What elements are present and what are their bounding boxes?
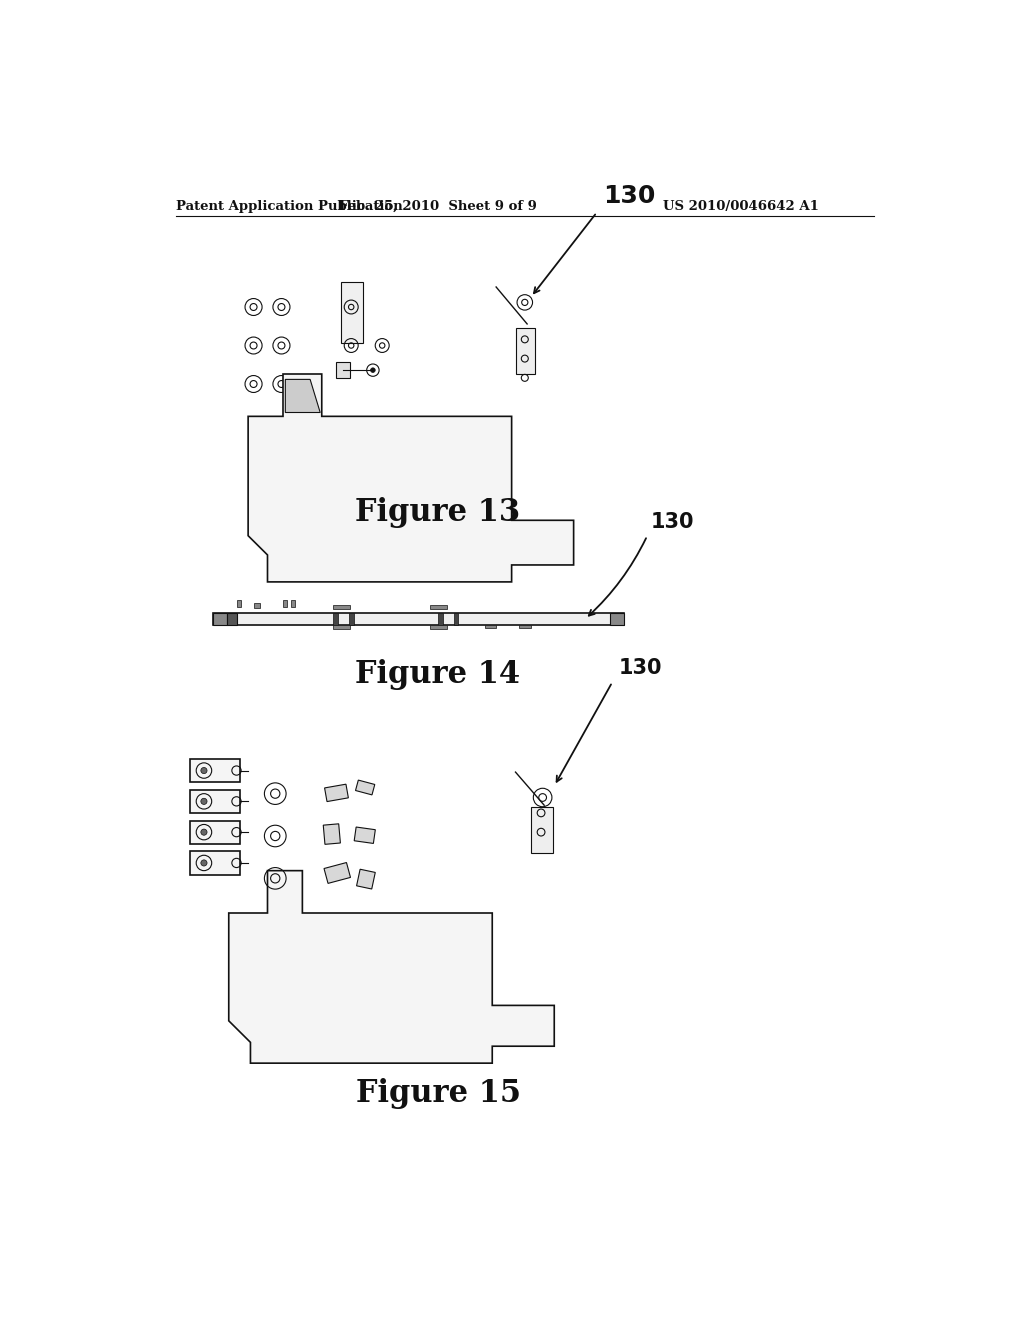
- Bar: [515, 327, 535, 374]
- Bar: [334, 626, 350, 628]
- Bar: [283, 601, 287, 607]
- Text: Figure 13: Figure 13: [355, 498, 520, 528]
- Bar: [190, 821, 241, 843]
- Polygon shape: [324, 862, 350, 883]
- Polygon shape: [324, 824, 340, 845]
- Bar: [454, 612, 458, 626]
- Text: Figure 15: Figure 15: [355, 1078, 520, 1109]
- Bar: [430, 626, 447, 628]
- Circle shape: [201, 767, 207, 774]
- Bar: [610, 612, 624, 626]
- Circle shape: [201, 799, 207, 804]
- Text: 130: 130: [618, 659, 663, 678]
- Text: US 2010/0046642 A1: US 2010/0046642 A1: [663, 199, 818, 213]
- Polygon shape: [325, 784, 348, 801]
- Circle shape: [371, 368, 375, 372]
- Bar: [254, 603, 260, 609]
- Polygon shape: [356, 870, 375, 888]
- Bar: [213, 612, 624, 626]
- Circle shape: [347, 425, 381, 459]
- Polygon shape: [248, 374, 573, 582]
- Polygon shape: [355, 780, 375, 795]
- Text: Figure 14: Figure 14: [355, 659, 520, 690]
- Circle shape: [201, 859, 207, 866]
- Circle shape: [201, 829, 207, 836]
- Bar: [190, 759, 241, 781]
- Polygon shape: [354, 828, 376, 843]
- Text: Patent Application Publication: Patent Application Publication: [176, 199, 402, 213]
- Polygon shape: [228, 871, 554, 1063]
- Polygon shape: [286, 379, 321, 412]
- Bar: [484, 626, 496, 628]
- Bar: [227, 612, 237, 626]
- Text: Feb. 25, 2010  Sheet 9 of 9: Feb. 25, 2010 Sheet 9 of 9: [339, 199, 537, 213]
- Bar: [334, 612, 338, 626]
- Text: 130: 130: [651, 512, 694, 532]
- Bar: [531, 807, 553, 853]
- Bar: [519, 626, 531, 628]
- Bar: [321, 433, 351, 451]
- Bar: [341, 281, 362, 343]
- Bar: [430, 605, 447, 609]
- Circle shape: [378, 425, 413, 459]
- Bar: [334, 605, 350, 609]
- Text: 130: 130: [603, 185, 655, 209]
- Bar: [438, 612, 442, 626]
- Bar: [349, 612, 353, 626]
- Bar: [190, 789, 241, 813]
- Bar: [336, 363, 349, 378]
- Bar: [213, 612, 227, 626]
- Bar: [190, 851, 241, 875]
- Bar: [291, 601, 295, 607]
- Bar: [237, 601, 241, 607]
